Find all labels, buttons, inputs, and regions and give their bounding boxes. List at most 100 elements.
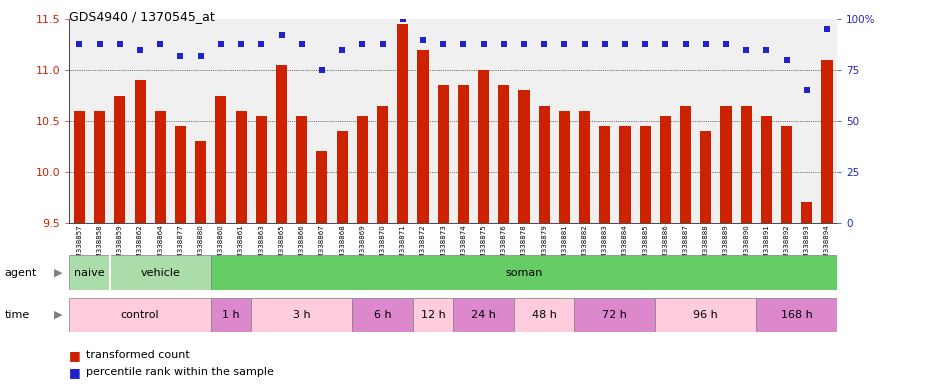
Bar [216,96,227,223]
Text: 168 h: 168 h [781,310,812,320]
Text: 48 h: 48 h [532,310,557,320]
Point [658,41,672,47]
Bar [276,65,287,223]
Bar [377,106,388,223]
Bar [211,298,252,332]
Point [314,67,329,73]
Point [153,41,167,47]
Bar [579,111,590,223]
Bar [538,106,549,223]
Bar [458,85,469,223]
Point [214,41,228,47]
Text: 3 h: 3 h [293,310,311,320]
Bar [453,298,514,332]
Bar [154,111,166,223]
Point [618,41,633,47]
Point [637,41,652,47]
Point [274,32,289,38]
Bar [337,131,348,223]
Bar [559,111,570,223]
Point [739,47,754,53]
Bar [115,96,126,223]
Text: transformed count: transformed count [86,350,190,360]
Point [376,41,390,47]
Point [557,41,572,47]
Text: naive: naive [74,268,105,278]
Text: soman: soman [505,268,543,278]
Point [779,57,794,63]
Bar [236,111,247,223]
Point [456,41,471,47]
Text: 1 h: 1 h [222,310,240,320]
Bar [620,126,631,223]
Text: vehicle: vehicle [141,268,180,278]
Bar [781,126,792,223]
Bar [413,298,453,332]
Bar [94,111,105,223]
Text: 24 h: 24 h [471,310,496,320]
Bar [761,116,772,223]
Text: 96 h: 96 h [694,310,718,320]
Bar [599,126,610,223]
Bar [801,202,812,223]
Point [719,41,734,47]
Point [497,41,512,47]
Bar [211,255,837,290]
Point [799,88,814,94]
Point [820,26,834,33]
Point [173,53,188,59]
Point [193,53,208,59]
Point [335,47,350,53]
Bar [680,106,691,223]
Bar [574,298,655,332]
Bar [134,80,145,223]
Bar [296,116,307,223]
Point [355,41,370,47]
Text: 12 h: 12 h [421,310,446,320]
Bar [69,255,110,290]
Bar [110,255,211,290]
Bar [69,298,211,332]
Bar [660,116,671,223]
Point [132,47,147,53]
Point [698,41,713,47]
Point [113,41,128,47]
Point [476,41,491,47]
Point [436,41,450,47]
Bar [700,131,711,223]
Point [234,41,249,47]
Text: percentile rank within the sample: percentile rank within the sample [86,367,274,377]
Bar [357,116,368,223]
Point [577,41,592,47]
Text: time: time [5,310,30,320]
Point [516,41,531,47]
Text: GDS4940 / 1370545_at: GDS4940 / 1370545_at [69,10,216,23]
Bar [478,70,489,223]
Text: ■: ■ [69,349,81,362]
Text: control: control [121,310,159,320]
Bar [438,85,449,223]
Text: ▶: ▶ [54,268,62,278]
Point [536,41,551,47]
Bar [514,298,574,332]
Point [395,16,410,22]
Point [598,41,612,47]
Point [253,41,268,47]
Bar [255,116,267,223]
Point [92,41,107,47]
Text: 72 h: 72 h [602,310,627,320]
Bar [417,50,428,223]
Bar [352,298,413,332]
Text: 6 h: 6 h [374,310,391,320]
Point [678,41,693,47]
Bar [74,111,85,223]
Bar [397,24,408,223]
Text: ■: ■ [69,366,81,379]
Bar [757,298,837,332]
Bar [499,85,510,223]
Bar [175,126,186,223]
Point [72,41,87,47]
Bar [655,298,757,332]
Bar [639,126,651,223]
Bar [316,152,327,223]
